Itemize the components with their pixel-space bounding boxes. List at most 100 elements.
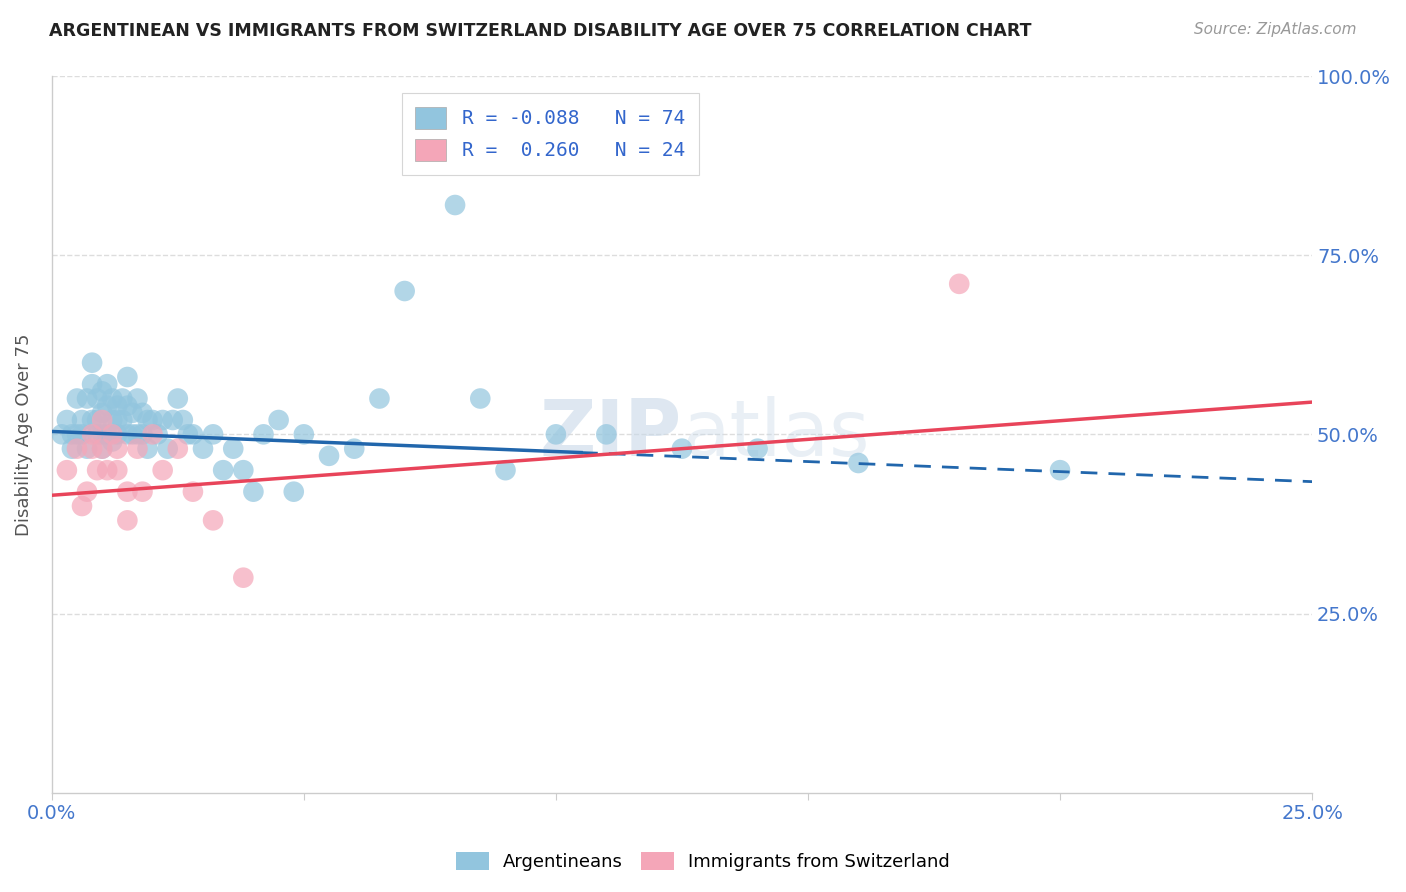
Point <box>162 413 184 427</box>
Point <box>181 427 204 442</box>
Point <box>76 484 98 499</box>
Point <box>56 413 79 427</box>
Point <box>101 434 124 449</box>
Point <box>80 427 103 442</box>
Point <box>111 392 134 406</box>
Point <box>70 499 93 513</box>
Point <box>101 427 124 442</box>
Point <box>232 571 254 585</box>
Point <box>242 484 264 499</box>
Point <box>181 484 204 499</box>
Y-axis label: Disability Age Over 75: Disability Age Over 75 <box>15 333 32 535</box>
Point <box>105 413 128 427</box>
Point <box>292 427 315 442</box>
Point <box>172 413 194 427</box>
Text: atlas: atlas <box>682 396 869 473</box>
Point <box>91 413 114 427</box>
Point <box>105 463 128 477</box>
Point <box>96 463 118 477</box>
Point <box>470 392 492 406</box>
Point <box>495 463 517 477</box>
Point <box>152 413 174 427</box>
Point <box>191 442 214 456</box>
Point <box>96 427 118 442</box>
Point <box>127 442 149 456</box>
Point <box>368 392 391 406</box>
Point <box>131 406 153 420</box>
Point <box>80 356 103 370</box>
Point <box>131 484 153 499</box>
Point <box>96 377 118 392</box>
Point <box>747 442 769 456</box>
Point <box>948 277 970 291</box>
Point <box>96 399 118 413</box>
Point <box>343 442 366 456</box>
Point <box>80 413 103 427</box>
Point <box>318 449 340 463</box>
Point <box>267 413 290 427</box>
Point <box>117 370 139 384</box>
Point <box>117 484 139 499</box>
Legend: Argentineans, Immigrants from Switzerland: Argentineans, Immigrants from Switzerlan… <box>449 845 957 879</box>
Point <box>66 392 89 406</box>
Point <box>91 442 114 456</box>
Point <box>136 413 159 427</box>
Point <box>60 442 83 456</box>
Point <box>86 392 108 406</box>
Point <box>86 413 108 427</box>
Point <box>86 463 108 477</box>
Point <box>222 442 245 456</box>
Point <box>121 406 143 420</box>
Point <box>80 442 103 456</box>
Point <box>56 463 79 477</box>
Legend: R = -0.088   N = 74, R =  0.260   N = 24: R = -0.088 N = 74, R = 0.260 N = 24 <box>402 93 699 175</box>
Text: Source: ZipAtlas.com: Source: ZipAtlas.com <box>1194 22 1357 37</box>
Point <box>117 427 139 442</box>
Point <box>142 427 165 442</box>
Point <box>131 427 153 442</box>
Text: ARGENTINEAN VS IMMIGRANTS FROM SWITZERLAND DISABILITY AGE OVER 75 CORRELATION CH: ARGENTINEAN VS IMMIGRANTS FROM SWITZERLA… <box>49 22 1032 40</box>
Point <box>91 442 114 456</box>
Point <box>91 406 114 420</box>
Point <box>86 427 108 442</box>
Text: ZIP: ZIP <box>540 396 682 473</box>
Point <box>80 377 103 392</box>
Point <box>146 427 169 442</box>
Point <box>76 392 98 406</box>
Point <box>202 427 225 442</box>
Point <box>595 427 617 442</box>
Point <box>105 442 128 456</box>
Point <box>60 427 83 442</box>
Point <box>91 427 114 442</box>
Point <box>136 442 159 456</box>
Point <box>177 427 200 442</box>
Point <box>117 399 139 413</box>
Point <box>166 442 188 456</box>
Point <box>105 427 128 442</box>
Point <box>232 463 254 477</box>
Point <box>283 484 305 499</box>
Point <box>91 384 114 399</box>
Point <box>76 442 98 456</box>
Point <box>202 513 225 527</box>
Point <box>117 513 139 527</box>
Point <box>66 442 89 456</box>
Point <box>101 413 124 427</box>
Point <box>51 427 73 442</box>
Point <box>127 427 149 442</box>
Point <box>152 463 174 477</box>
Point <box>671 442 693 456</box>
Point <box>101 392 124 406</box>
Point <box>394 284 416 298</box>
Point <box>66 427 89 442</box>
Point <box>142 413 165 427</box>
Point <box>848 456 870 470</box>
Point <box>156 442 179 456</box>
Point <box>121 427 143 442</box>
Point <box>252 427 274 442</box>
Point <box>166 392 188 406</box>
Point <box>70 427 93 442</box>
Point <box>544 427 567 442</box>
Point <box>127 392 149 406</box>
Point <box>212 463 235 477</box>
